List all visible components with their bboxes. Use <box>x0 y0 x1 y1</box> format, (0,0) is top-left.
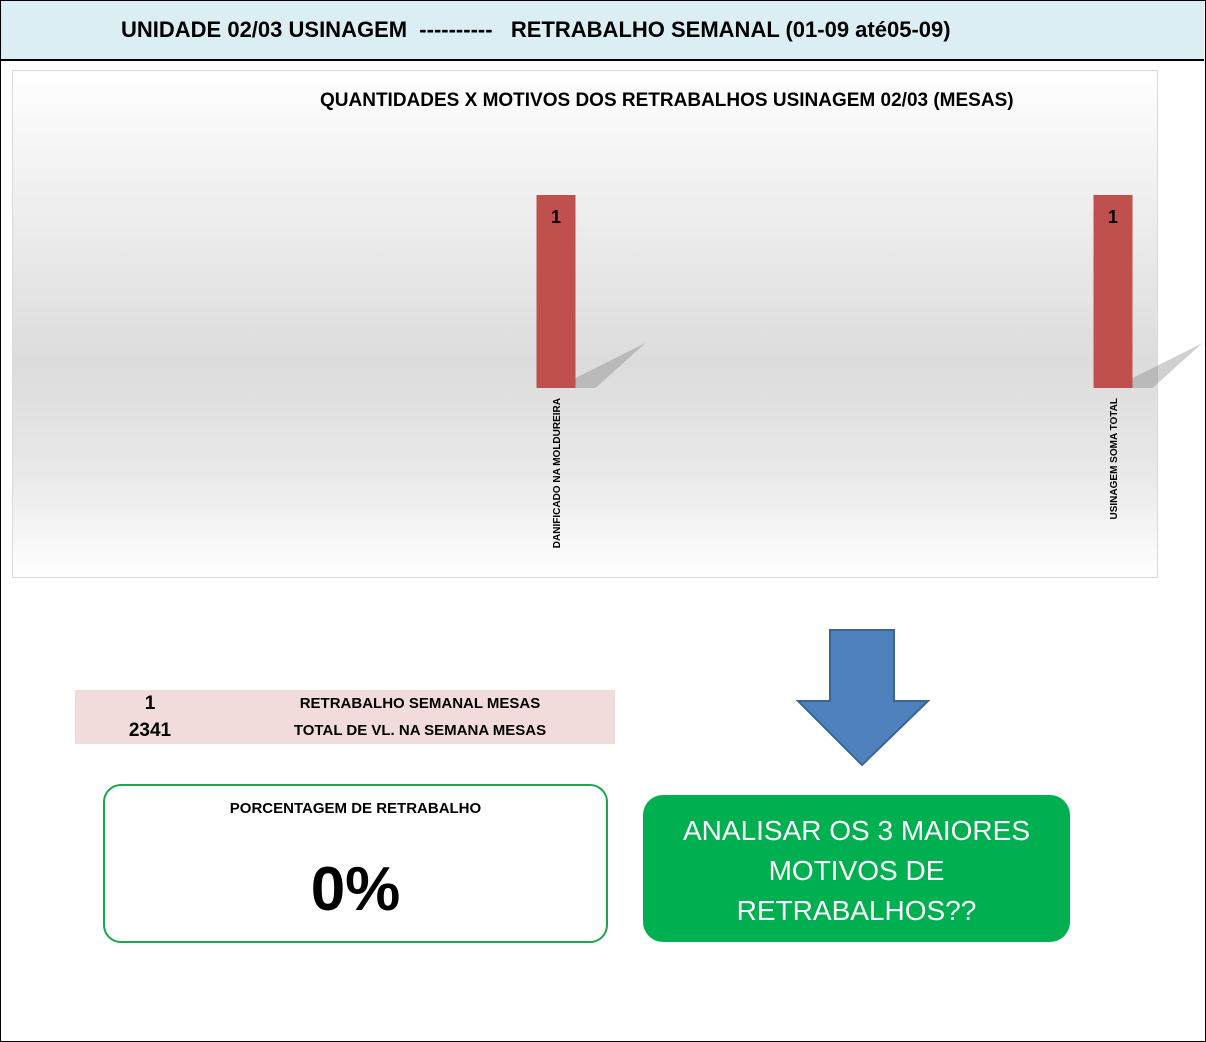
callout-text: ANALISAR OS 3 MAIORES MOTIVOS DE RETRABA… <box>683 815 1030 926</box>
category-label: USINAGEM SOMA TOTAL <box>1109 398 1120 519</box>
summary-value: 2341 <box>128 720 172 741</box>
page-title: UNIDADE 02/03 USINAGEM ---------- RETRAB… <box>121 17 951 42</box>
summary-label: TOTAL DE VL. NA SEMANA MESAS <box>293 722 547 739</box>
summary-label: RETRABALHO SEMANAL MESAS <box>299 695 541 712</box>
summary-row: 1 RETRABALHO SEMANAL MESAS <box>75 690 615 717</box>
bar-shadow <box>1132 343 1203 388</box>
bar <box>1093 195 1133 388</box>
percentage-box: PORCENTAGEM DE RETRABALHO 0% <box>103 784 608 943</box>
summary-value: 1 <box>144 693 156 714</box>
header-bar: UNIDADE 02/03 USINAGEM ---------- RETRAB… <box>1 1 1204 61</box>
percentage-value: 0% <box>310 855 401 924</box>
callout-box: ANALISAR OS 3 MAIORES MOTIVOS DE RETRABA… <box>643 795 1070 942</box>
bar-chart: 1 DANIFICADO NA MOLDUREIRA 1 USINAGEM SOMA … <box>536 195 1203 548</box>
percentage-title: PORCENTAGEM DE RETRABALHO <box>229 800 482 817</box>
chart-area <box>12 70 1158 578</box>
summary-table: 1 RETRABALHO SEMANAL MESAS 2341 TOTAL DE… <box>75 690 615 744</box>
chart-title: QUANTIDADES X MOTIVOS DOS RETRABALHOS US… <box>320 90 1014 111</box>
bar <box>536 195 576 388</box>
summary-row: 2341 TOTAL DE VL. NA SEMANA MESAS <box>75 717 615 744</box>
bar-shadow <box>575 343 646 388</box>
category-label: DANIFICADO NA MOLDUREIRA <box>552 398 563 548</box>
down-arrow-icon <box>795 629 931 767</box>
bar-data-label: 1 <box>1108 207 1118 227</box>
bar-data-label: 1 <box>551 207 561 227</box>
